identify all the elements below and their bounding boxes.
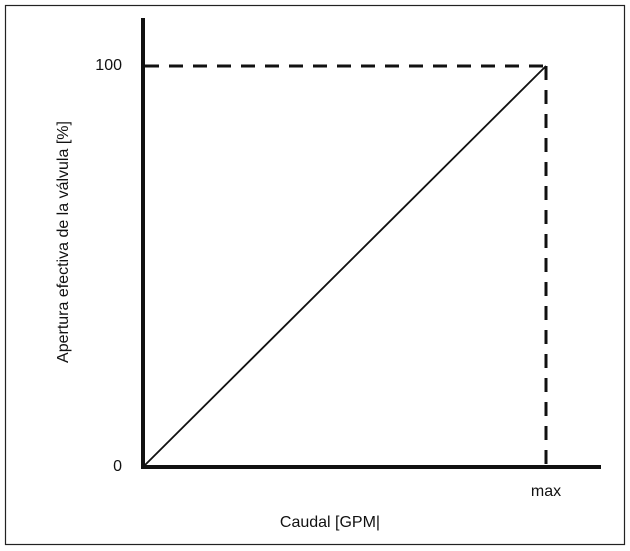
x-axis-label: Caudal [GPM|: [280, 514, 380, 531]
frame: [4, 4, 626, 546]
x-tick-label: max: [531, 483, 561, 500]
y-tick-label: 0: [113, 458, 122, 475]
y-axis-label: Apertura efectiva de la válvula [%]: [55, 121, 72, 363]
data-line: [142, 65, 547, 468]
y-tick-label: 100: [95, 57, 122, 74]
